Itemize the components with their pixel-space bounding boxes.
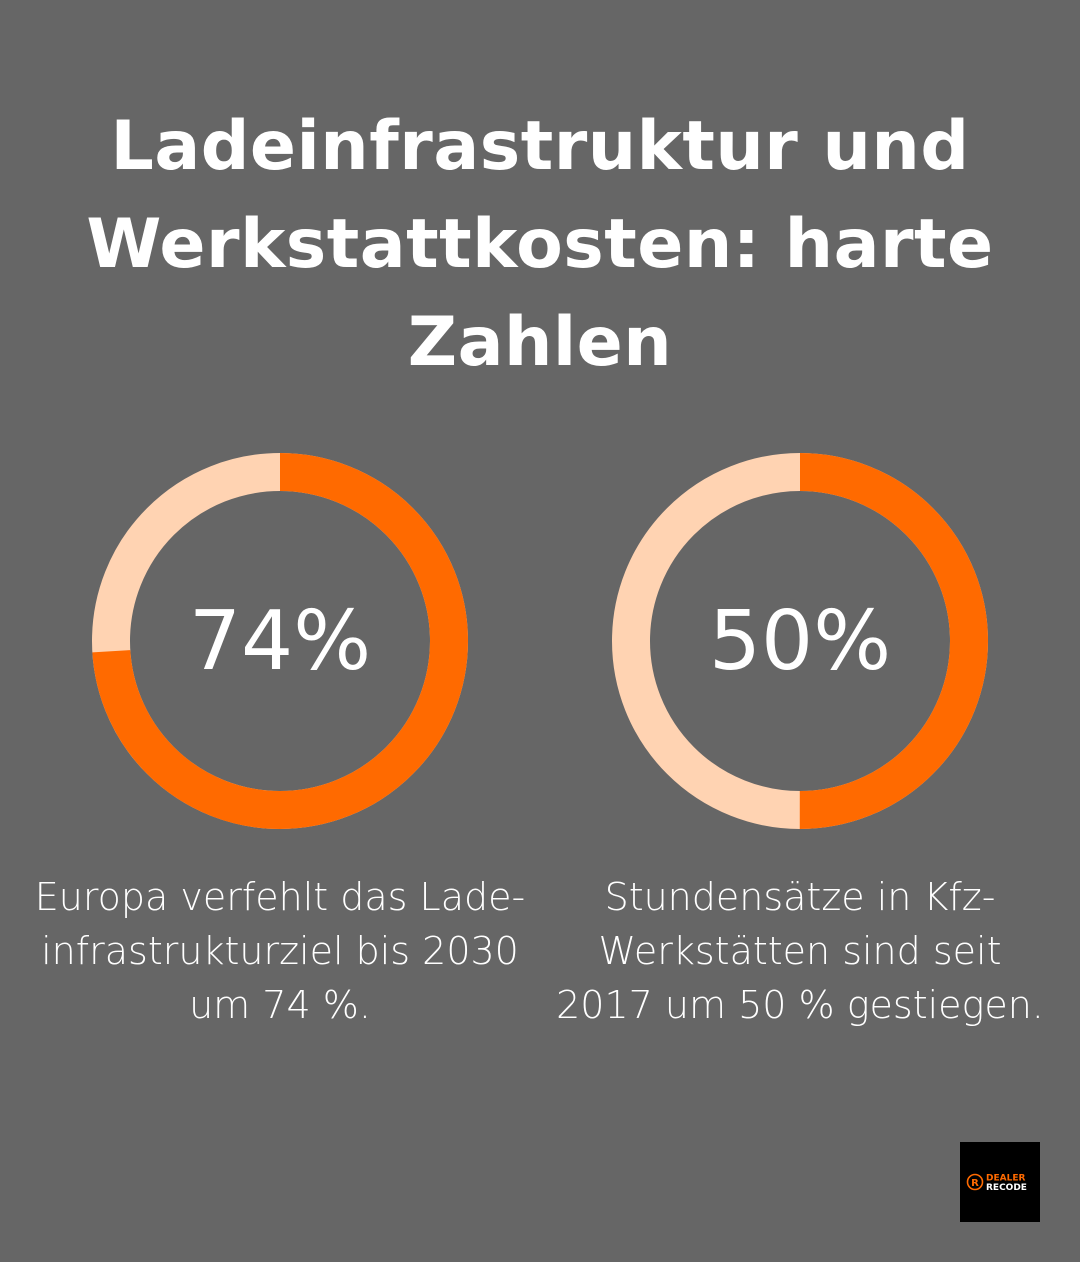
- donut-label-2: 50%: [708, 593, 892, 689]
- logo-mark-icon: R DEALER RECODE: [966, 1174, 1027, 1193]
- svg-text:DEALER: DEALER: [986, 1174, 1025, 1184]
- caption-1: Europa verfehlt das Lade-infrastrukturzi…: [34, 875, 526, 1027]
- caption-2: Stundensätze in Kfz-Werkstätten sind sei…: [556, 875, 1044, 1027]
- donut-label-1: 74%: [188, 593, 372, 689]
- page-title: Ladeinfrastruktur und Werkstattkosten: h…: [86, 107, 994, 382]
- donut-chart-1: 74%: [92, 453, 468, 829]
- dealer-recode-logo: R DEALER RECODE: [960, 1142, 1040, 1222]
- svg-text:R: R: [971, 1178, 979, 1189]
- donut-value-arc: [92, 453, 468, 829]
- donut-chart-2: 50%: [612, 453, 988, 829]
- donut-value-arc: [612, 453, 988, 829]
- svg-text:RECODE: RECODE: [986, 1183, 1027, 1193]
